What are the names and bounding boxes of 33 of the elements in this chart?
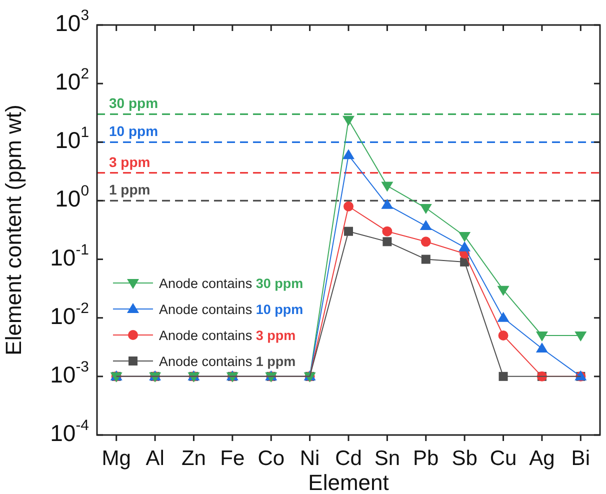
legend-label: Anode contains 3 ppm: [159, 328, 296, 343]
legend-label: Anode contains 30 ppm: [159, 276, 304, 291]
ref-line-label: 30 ppm: [109, 95, 158, 112]
legend-label: Anode contains 10 ppm: [159, 302, 304, 317]
y-tick-label: 10$^{-2}$: [50, 300, 89, 329]
x-tick-label: Al: [146, 447, 164, 470]
x-tick-label: Co: [258, 447, 285, 470]
x-tick-label: Mg: [102, 447, 131, 470]
y-tick-label: 10$^{3}$: [55, 7, 89, 36]
x-tick-label: Cd: [335, 447, 362, 470]
y-tick-label: 10$^{-1}$: [50, 242, 89, 270]
x-tick-label: Sn: [374, 447, 400, 470]
x-axis-title: Element: [308, 470, 389, 494]
legend-label: Anode contains 1 ppm: [159, 354, 296, 369]
x-tick-label: Fe: [220, 447, 245, 470]
y-tick-label: 10$^{1}$: [55, 124, 89, 154]
point: [574, 331, 587, 342]
x-tick-label: Ag: [529, 447, 555, 470]
y-tick-label: 10$^{-4}$: [50, 417, 89, 446]
x-tick-label: Zn: [181, 447, 206, 470]
x-tick-label: Pb: [413, 447, 439, 470]
y-axis-title: Element content (ppm wt): [1, 104, 26, 356]
x-tick-label: Cu: [490, 447, 517, 470]
y-tick-label: 10$^{-3}$: [50, 358, 89, 388]
ref-line-label: 1 ppm: [109, 182, 150, 198]
ref-line-label: 3 ppm: [109, 154, 150, 170]
y-tick-label: 10$^{0}$: [55, 183, 89, 212]
x-tick-label: Bi: [571, 447, 590, 470]
x-tick-label: Ni: [300, 447, 320, 470]
point: [458, 241, 471, 252]
x-tick-label: Sb: [452, 447, 478, 470]
y-tick-label: 10$^{2}$: [55, 66, 89, 95]
ref-line-label: 10 ppm: [109, 123, 158, 140]
